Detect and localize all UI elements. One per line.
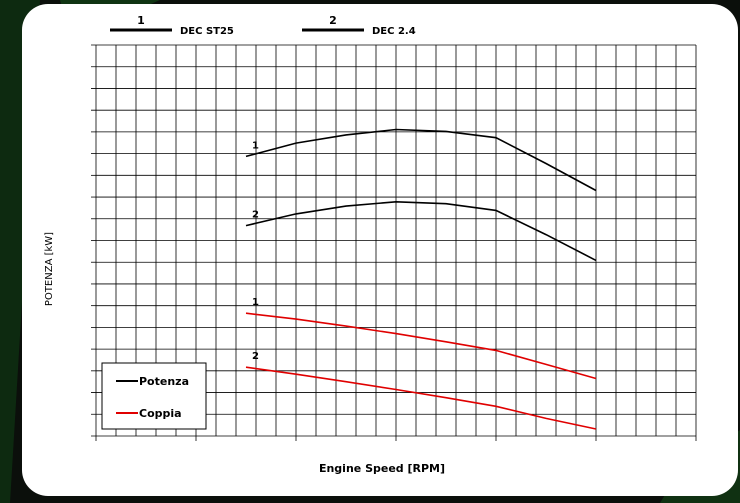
power-curve-2 <box>245 200 597 262</box>
y-axis-label: POTENZA [kW] <box>44 232 55 306</box>
legend-label: Potenza <box>139 375 189 388</box>
curve-number-label: 1 <box>252 140 259 151</box>
header-legend-number: 1 <box>137 14 145 27</box>
power-torque-chart: 1 2 1 2 1 DEC ST25 2 DEC 2.4 Potenza Coppia Engine… <box>44 14 697 475</box>
header-legend-number: 2 <box>329 14 337 27</box>
curve-number-label: 2 <box>252 210 259 221</box>
header-legend-label: DEC 2.4 <box>372 26 416 37</box>
curve-number-label: 2 <box>252 351 259 362</box>
torque-curve-2 <box>245 366 597 430</box>
power-curve-1 <box>245 128 597 192</box>
curve-number-label: 1 <box>252 297 259 308</box>
torque-curve-1 <box>245 312 597 380</box>
header-legend-label: DEC ST25 <box>180 26 234 37</box>
legend-label: Coppia <box>139 407 182 420</box>
x-axis-label: Engine Speed [RPM] <box>319 462 445 475</box>
legend-box <box>101 362 207 430</box>
chart-card: 1 2 1 2 1 DEC ST25 2 DEC 2.4 Potenza Coppia Engine… <box>22 4 738 496</box>
